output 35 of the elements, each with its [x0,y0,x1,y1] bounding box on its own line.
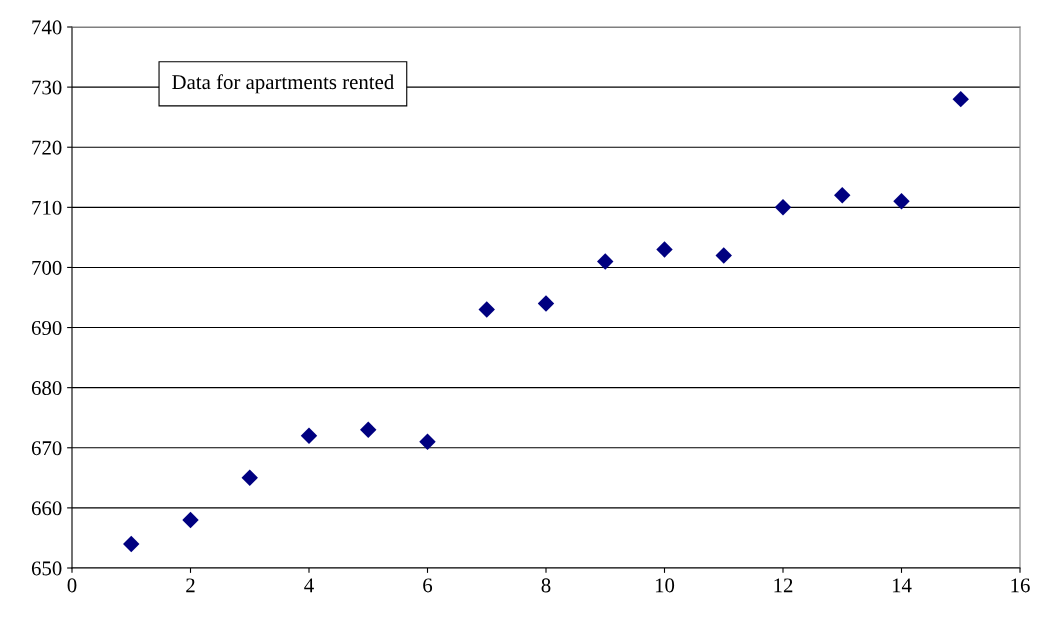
point [123,535,140,553]
x-tick-label: 16 [1011,578,1030,593]
y-tick-label: 680 [31,381,62,396]
point [300,427,318,444]
x-tick-label: 8 [541,578,551,593]
y-tick-label: 670 [31,441,62,456]
y-tick-label: 700 [32,260,62,275]
annotation: Data for apartments rented [172,74,394,94]
point [715,247,732,264]
point [834,187,851,204]
point [774,199,792,216]
y-tick-label: 710 [32,200,62,215]
x-tick-label: 6 [423,578,433,593]
y-tick-label: 730 [32,80,62,95]
y-tick-label: 740 [32,20,62,35]
point [182,511,199,529]
x-tick-label: 0 [67,578,77,593]
y-tick-label: 650 [31,561,62,576]
point [893,193,910,210]
point [360,421,377,438]
point [419,433,436,450]
point [597,253,614,270]
point [537,295,555,312]
x-tick-label: 2 [186,578,195,593]
x-tick-label: 12 [774,578,793,593]
x-tick-label: 14 [892,578,912,593]
x-tick-label: 10 [655,578,675,593]
point [241,469,258,487]
y-tick-label: 720 [32,140,62,155]
x-tick-label: 4 [304,578,314,593]
y-tick-label: 690 [31,320,62,335]
point [952,90,969,108]
point [656,241,673,258]
y-tick-label: 660 [31,501,62,516]
point [478,301,495,318]
